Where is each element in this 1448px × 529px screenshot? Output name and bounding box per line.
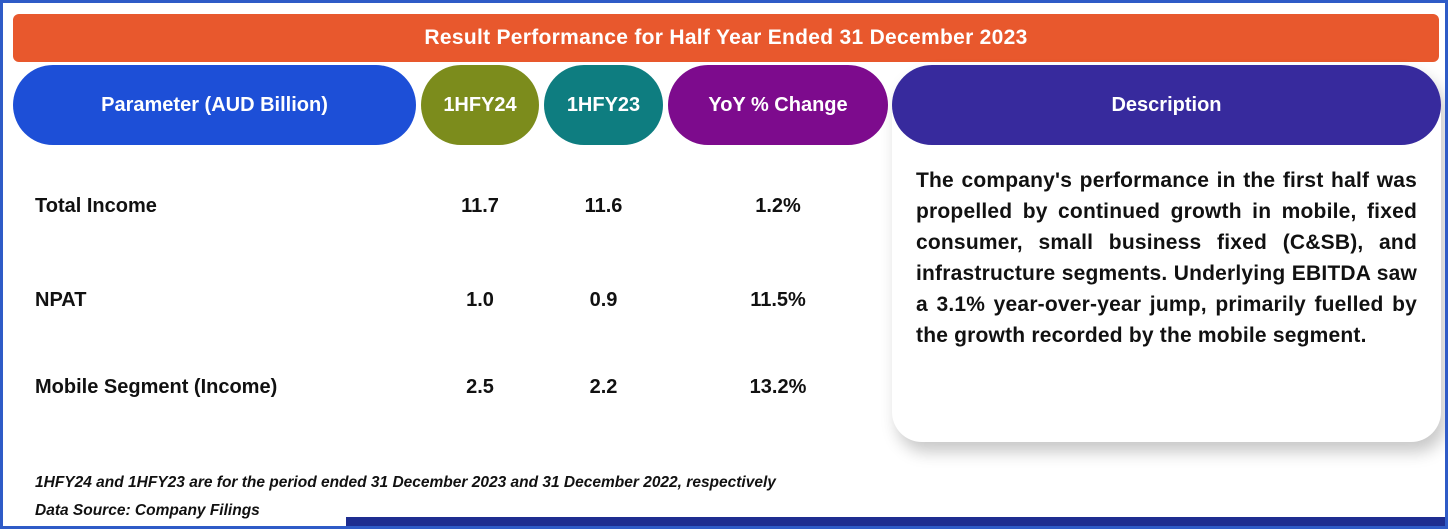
- row-parameter-label: Mobile Segment (Income): [35, 376, 278, 398]
- column-header-label: Parameter (AUD Billion): [101, 93, 328, 116]
- bottom-accent-bar: [346, 517, 1445, 526]
- table-row: NPAT 1.0 0.9 11.5%: [3, 280, 892, 320]
- description-text: The company's performance in the first h…: [916, 169, 1417, 347]
- row-value-1hfy23: 11.6: [584, 195, 623, 217]
- title-banner: Result Performance for Half Year Ended 3…: [13, 14, 1439, 62]
- description-header: Description: [892, 65, 1441, 145]
- column-header-label: 1HFY24: [443, 93, 517, 116]
- page-title: Result Performance for Half Year Ended 3…: [424, 26, 1028, 49]
- column-header-yoy-change: YoY % Change: [668, 65, 888, 145]
- footnote-period: 1HFY24 and 1HFY23 are for the period end…: [35, 474, 776, 491]
- column-header-label: 1HFY23: [566, 93, 641, 116]
- footnote-data-source: Data Source: Company Filings: [35, 502, 260, 519]
- row-value-1hfy24: 11.7: [461, 195, 499, 217]
- row-value-1hfy23: 2.2: [589, 376, 618, 398]
- column-header-1hfy23: 1HFY23: [544, 65, 663, 145]
- description-card: Description The company's performance in…: [892, 65, 1441, 442]
- table-row: Total Income 11.7 11.6 1.2%: [3, 186, 892, 226]
- row-value-yoy: 11.5%: [750, 289, 806, 311]
- description-header-label: Description: [1111, 93, 1222, 116]
- row-value-1hfy24: 1.0: [466, 289, 494, 311]
- row-value-1hfy23: 0.9: [589, 289, 618, 311]
- row-value-yoy: 13.2%: [749, 376, 807, 398]
- row-value-1hfy24: 2.5: [466, 376, 494, 398]
- column-header-parameter: Parameter (AUD Billion): [13, 65, 416, 145]
- row-parameter-label: Total Income: [35, 195, 157, 217]
- table-row: Mobile Segment (Income) 2.5 2.2 13.2%: [3, 367, 892, 407]
- column-header-1hfy24: 1HFY24: [421, 65, 539, 145]
- row-value-yoy: 1.2%: [755, 195, 801, 217]
- row-parameter-label: NPAT: [35, 289, 87, 311]
- column-header-label: YoY % Change: [708, 93, 848, 116]
